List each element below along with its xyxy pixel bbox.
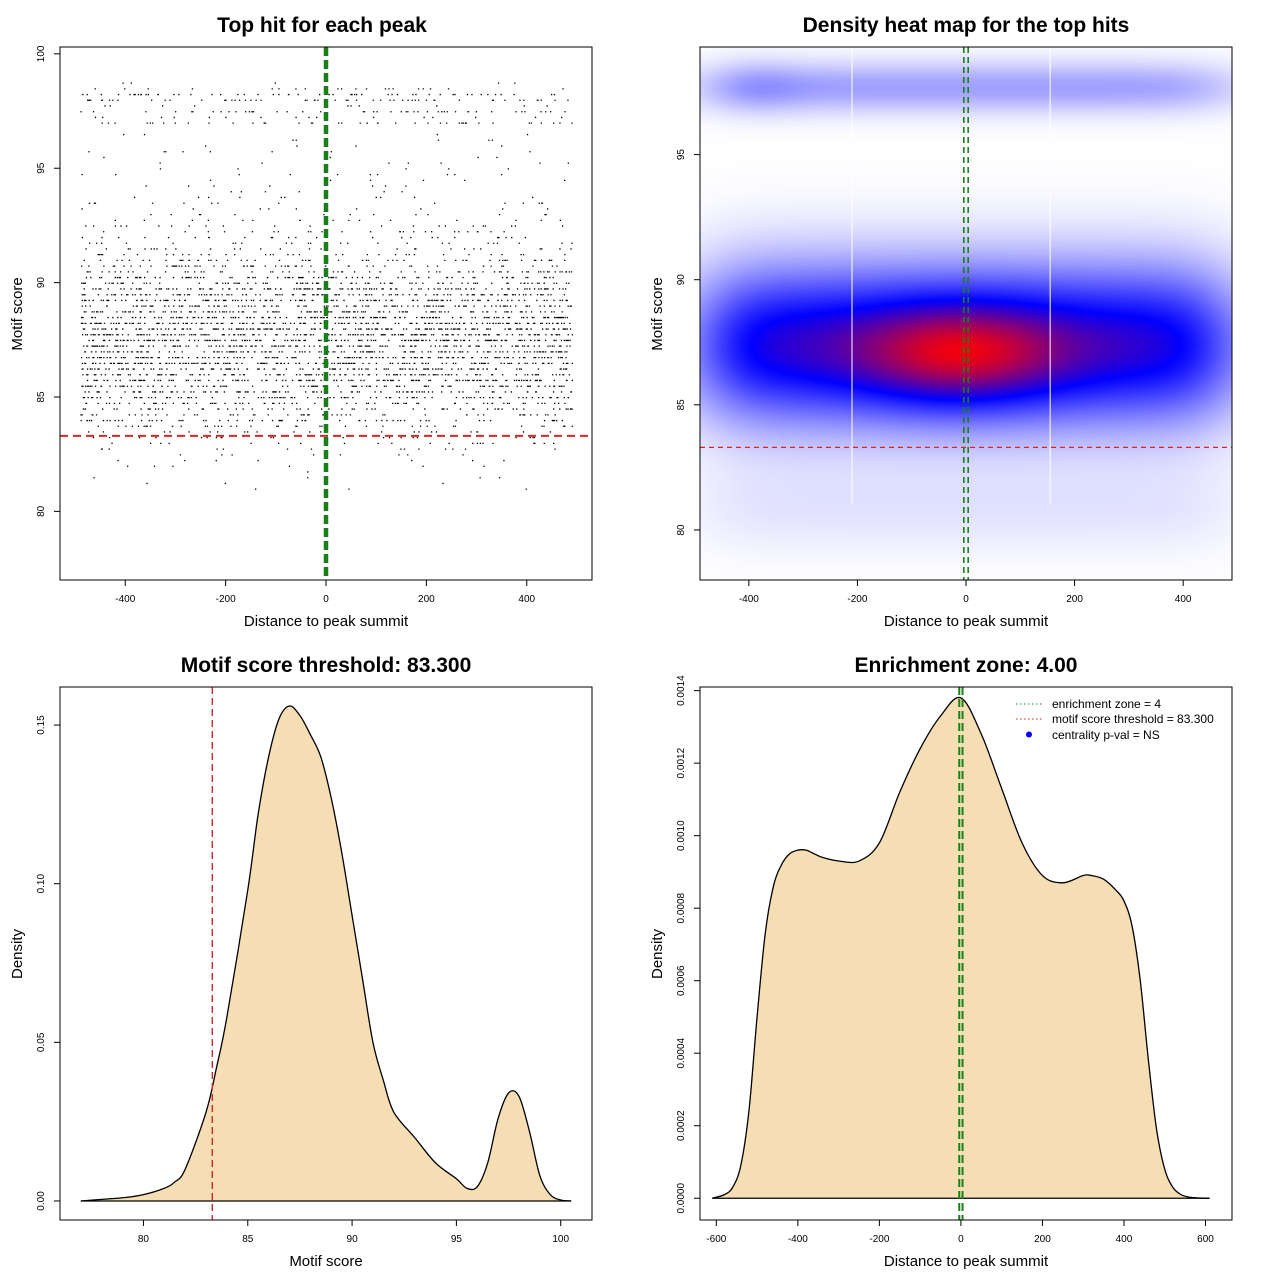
distance-density-legend: enrichment zone = 4 motif score threshol…: [1016, 697, 1214, 742]
score-density-x-tick-label: 95: [451, 1234, 463, 1245]
score-density-title: Motif score threshold: 83.300: [181, 654, 472, 677]
heatmap-y-tick-label: 95: [676, 149, 687, 161]
distance-density-y-tick-label: 0.0006: [676, 965, 687, 996]
distance-density-y-tick-label: 0.0000: [676, 1183, 687, 1214]
scatter-y-tick-label: 80: [36, 505, 47, 517]
scatter-y-tick-label: 100: [36, 45, 47, 62]
heatmap-axes: -400 -200 0 200 400 80 85 90 95: [676, 149, 1192, 605]
scatter-axes: -400 -200 0 200 400 80 85 90 95 100: [36, 45, 536, 605]
heatmap-y-tick-label: 90: [676, 274, 687, 286]
heatmap-x-tick-label: -200: [847, 594, 867, 605]
score-density-y-tick-label: 0.05: [36, 1032, 47, 1052]
distance-density-xlabel: Distance to peak summit: [884, 1253, 1049, 1270]
heatmap-y-tick-label: 80: [676, 524, 687, 536]
legend-centrality-label: centrality p-val = NS: [1052, 728, 1160, 742]
score-density-xlabel: Motif score: [289, 1253, 362, 1270]
scatter-y-tick-label: 90: [36, 277, 47, 289]
scatter-x-tick-label: 200: [418, 594, 435, 605]
distance-density-x-tick-label: 600: [1197, 1234, 1214, 1245]
distance-density-y-tick-label: 0.0002: [676, 1110, 687, 1141]
score-density-y-tick-label: 0.00: [36, 1191, 47, 1211]
scatter-title: Top hit for each peak: [217, 14, 427, 37]
distance-density-axes: -600 -400 -200 0 200 400 600 0.0000 0.0002 0.0004…: [676, 675, 1214, 1245]
score-density-y-tick-label: 0.15: [36, 715, 47, 735]
score-density-x-tick-label: 90: [347, 1234, 359, 1245]
score-density-x-tick-label: 85: [242, 1234, 254, 1245]
distance-density-curve: [712, 696, 1210, 1199]
score-density-y-tick-label: 0.10: [36, 874, 47, 894]
distance-density-x-tick-label: -600: [706, 1234, 726, 1245]
distance-density-x-tick-label: 0: [958, 1234, 964, 1245]
score-density-x-tick-label: 100: [552, 1234, 569, 1245]
scatter-y-tick-label: 95: [36, 162, 47, 174]
distance-density-y-tick-label: 0.0014: [676, 675, 687, 706]
distance-density-y-tick-label: 0.0010: [676, 820, 687, 851]
heatmap-x-tick-label: -400: [739, 594, 759, 605]
scatter-ylabel: Motif score: [9, 277, 26, 350]
legend-enrichment-zone-label: enrichment zone = 4: [1052, 697, 1161, 711]
scatter-x-tick-label: 0: [323, 594, 329, 605]
distance-density-y-tick-label: 0.0008: [676, 892, 687, 923]
distance-density-panel: Enrichment zone: 4.00 Distance to peak s…: [649, 654, 1233, 1270]
distance-density-area-fill: [712, 697, 1210, 1199]
scatter-xlabel: Distance to peak summit: [244, 613, 409, 630]
score-density-x-tick-label: 80: [138, 1234, 150, 1245]
scatter-y-tick-label: 85: [36, 391, 47, 403]
score-density-ylabel: Density: [9, 928, 26, 979]
heatmap-x-tick-label: 200: [1066, 594, 1083, 605]
scatter-panel: Top hit for each peak Distance to peak s…: [9, 14, 593, 630]
score-density-axes: 80 85 90 95 100 0.00 0.05 0.10 0.15: [36, 715, 569, 1245]
legend-threshold-label: motif score threshold = 83.300: [1052, 712, 1214, 726]
distance-density-ylabel: Density: [649, 928, 666, 979]
heatmap-xlabel: Distance to peak summit: [884, 613, 1049, 630]
heatmap-x-tick-label: 400: [1175, 594, 1192, 605]
scatter-x-tick-label: 400: [518, 594, 535, 605]
distance-density-x-tick-label: -400: [788, 1234, 808, 1245]
heatmap-ylabel: Motif score: [649, 277, 666, 350]
distance-density-title: Enrichment zone: 4.00: [855, 654, 1078, 677]
score-density-curve: [80, 705, 572, 1202]
score-density-area-fill: [80, 706, 572, 1201]
distance-density-y-tick-label: 0.0012: [676, 747, 687, 778]
legend-centrality-dot: [1026, 731, 1032, 738]
distance-density-x-tick-label: -200: [869, 1234, 889, 1245]
scatter-x-tick-label: -200: [216, 594, 236, 605]
scatter-x-tick-label: -400: [115, 594, 135, 605]
heatmap-y-tick-label: 85: [676, 399, 687, 411]
score-density-panel: Motif score threshold: 83.300 Motif scor…: [9, 654, 593, 1270]
heatmap-x-tick-label: 0: [963, 594, 969, 605]
distance-density-y-tick-label: 0.0004: [676, 1037, 687, 1068]
distance-density-x-tick-label: 400: [1116, 1234, 1133, 1245]
distance-density-x-tick-label: 200: [1034, 1234, 1051, 1245]
heatmap-title: Density heat map for the top hits: [803, 14, 1130, 37]
